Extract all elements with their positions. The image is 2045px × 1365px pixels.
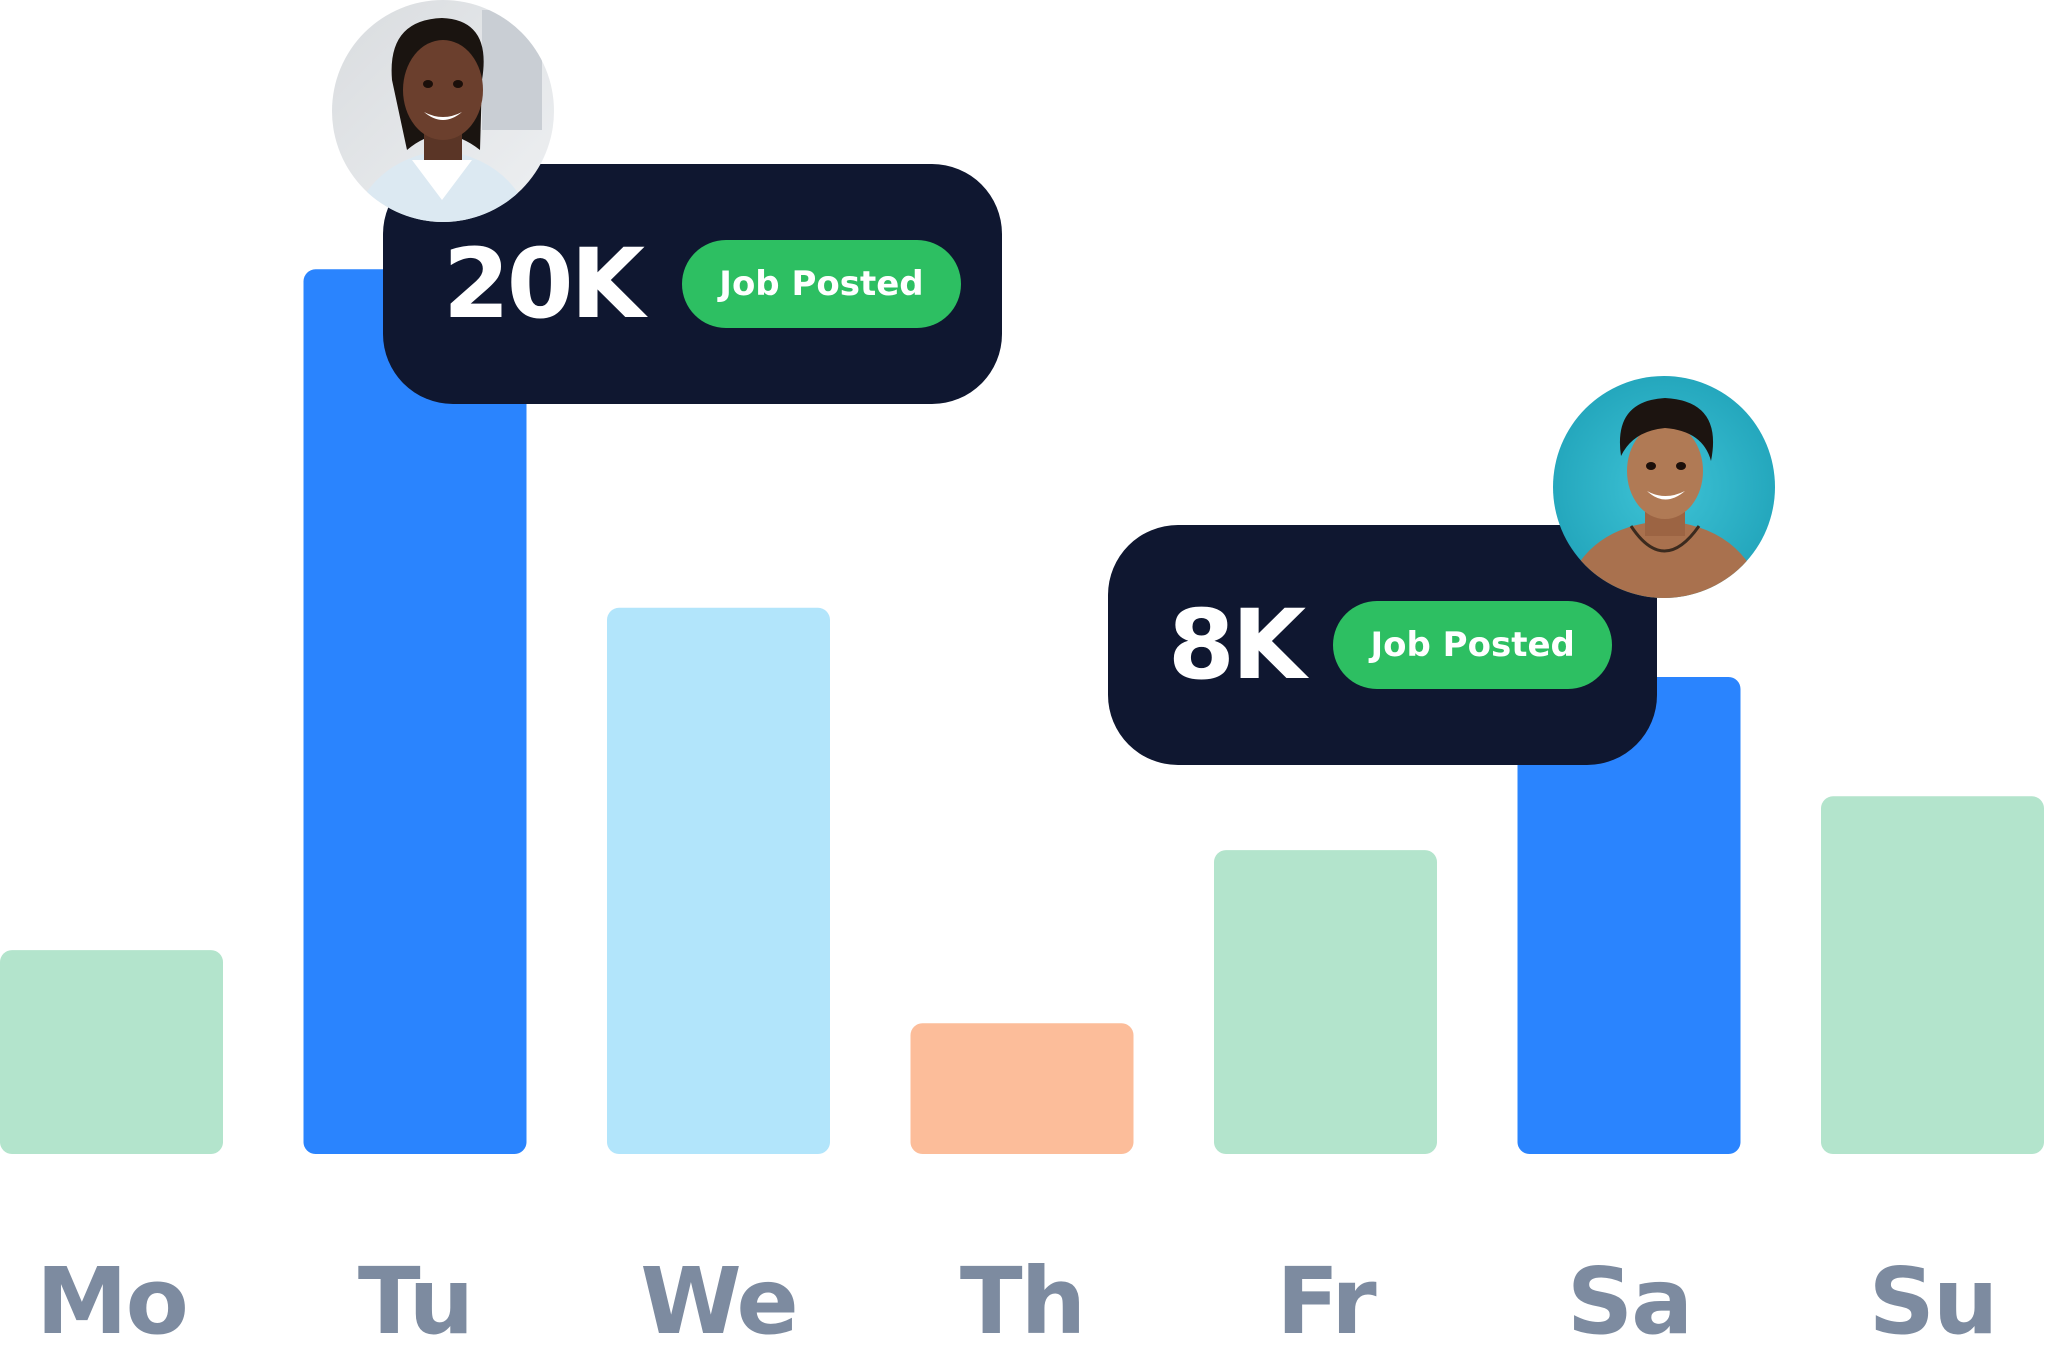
bar-mo: [0, 950, 223, 1154]
job-posted-badge: Job Posted: [681, 240, 961, 328]
callout-tuesday: 20K Job Posted: [383, 164, 1002, 404]
x-tick-label-mo: Mo: [36, 1248, 187, 1355]
x-tick-label-sa: Sa: [1567, 1248, 1691, 1355]
bar-tu: [303, 269, 527, 1154]
x-tick-label-tu: Tu: [358, 1248, 472, 1355]
x-tick-label-th: Th: [960, 1248, 1084, 1355]
woman-avatar: [332, 0, 554, 222]
bar-sa: [1517, 677, 1741, 1154]
man-avatar: [1553, 376, 1775, 598]
callout-value: 20K: [443, 228, 645, 340]
callout-saturday: 8K Job Posted: [1108, 525, 1657, 765]
bar-th: [910, 1023, 1134, 1154]
x-tick-label-su: Su: [1869, 1248, 1997, 1355]
job-posted-badge: Job Posted: [1333, 601, 1613, 689]
callout-value: 8K: [1168, 589, 1306, 701]
bar-su: [1821, 796, 2044, 1154]
bar-we: [607, 607, 830, 1154]
bar-fr: [1214, 850, 1437, 1154]
x-tick-label-we: We: [640, 1248, 797, 1355]
x-tick-label-fr: Fr: [1276, 1248, 1377, 1355]
